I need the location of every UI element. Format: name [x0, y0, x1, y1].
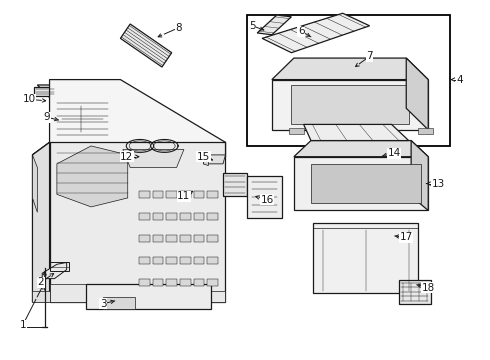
Text: 12: 12	[120, 152, 133, 162]
Polygon shape	[257, 15, 292, 35]
Bar	[166, 235, 177, 242]
Bar	[207, 235, 218, 242]
Polygon shape	[223, 173, 247, 196]
Polygon shape	[203, 155, 208, 166]
Bar	[153, 279, 163, 286]
Polygon shape	[57, 146, 128, 207]
Polygon shape	[406, 58, 428, 130]
Polygon shape	[333, 128, 347, 134]
Text: 6: 6	[298, 26, 304, 36]
Polygon shape	[292, 85, 409, 125]
Polygon shape	[247, 176, 282, 218]
Bar	[166, 213, 177, 220]
Bar	[166, 257, 177, 264]
Bar	[180, 213, 191, 220]
Text: 13: 13	[431, 179, 444, 189]
Text: 10: 10	[23, 94, 36, 104]
Bar	[207, 213, 218, 220]
Polygon shape	[399, 280, 431, 304]
Polygon shape	[121, 24, 172, 67]
Text: 16: 16	[260, 195, 273, 205]
Polygon shape	[272, 80, 428, 130]
Text: 18: 18	[421, 283, 435, 293]
Text: 11: 11	[177, 191, 191, 201]
Bar	[139, 279, 150, 286]
Polygon shape	[304, 125, 409, 140]
Bar	[139, 235, 150, 242]
Bar	[180, 235, 191, 242]
Bar	[194, 279, 204, 286]
Polygon shape	[32, 142, 225, 167]
Text: 4: 4	[457, 75, 464, 85]
Bar	[247, 15, 450, 146]
Bar	[207, 192, 218, 198]
Polygon shape	[418, 128, 433, 134]
Bar	[180, 192, 191, 198]
Bar	[153, 213, 163, 220]
Polygon shape	[34, 87, 57, 96]
Text: 1: 1	[20, 320, 26, 330]
Polygon shape	[262, 13, 369, 53]
Polygon shape	[42, 262, 67, 279]
Text: 9: 9	[44, 112, 50, 122]
Bar	[194, 235, 204, 242]
Bar	[194, 213, 204, 220]
Text: 15: 15	[197, 152, 210, 162]
Bar	[153, 235, 163, 242]
Bar	[194, 257, 204, 264]
Polygon shape	[123, 149, 184, 167]
Polygon shape	[49, 284, 225, 302]
Polygon shape	[32, 291, 49, 302]
Text: 5: 5	[249, 21, 256, 31]
Polygon shape	[32, 142, 49, 302]
Polygon shape	[49, 142, 225, 302]
Polygon shape	[311, 164, 421, 203]
Bar	[207, 257, 218, 264]
Bar	[139, 213, 150, 220]
Text: 14: 14	[388, 148, 401, 158]
Polygon shape	[294, 140, 428, 157]
Text: 3: 3	[100, 299, 107, 309]
Bar	[180, 279, 191, 286]
Text: 17: 17	[400, 232, 413, 242]
Polygon shape	[37, 85, 116, 98]
Bar	[194, 192, 204, 198]
Polygon shape	[62, 107, 103, 132]
Polygon shape	[377, 128, 392, 134]
Text: 7: 7	[367, 51, 373, 61]
Text: 2: 2	[37, 277, 44, 287]
Polygon shape	[294, 157, 428, 211]
Bar	[153, 192, 163, 198]
Bar	[153, 257, 163, 264]
Bar	[207, 279, 218, 286]
Polygon shape	[314, 223, 418, 293]
Text: 1: 1	[20, 320, 26, 330]
Bar	[139, 192, 150, 198]
Polygon shape	[103, 297, 135, 309]
Bar	[180, 257, 191, 264]
Polygon shape	[49, 98, 116, 140]
Polygon shape	[203, 155, 225, 164]
Bar	[139, 257, 150, 264]
Polygon shape	[289, 128, 304, 134]
Bar	[166, 279, 177, 286]
Text: 8: 8	[176, 23, 182, 33]
Polygon shape	[32, 155, 37, 212]
Polygon shape	[272, 58, 428, 80]
Bar	[166, 192, 177, 198]
Polygon shape	[32, 80, 225, 157]
Polygon shape	[86, 284, 211, 309]
Polygon shape	[411, 140, 428, 211]
